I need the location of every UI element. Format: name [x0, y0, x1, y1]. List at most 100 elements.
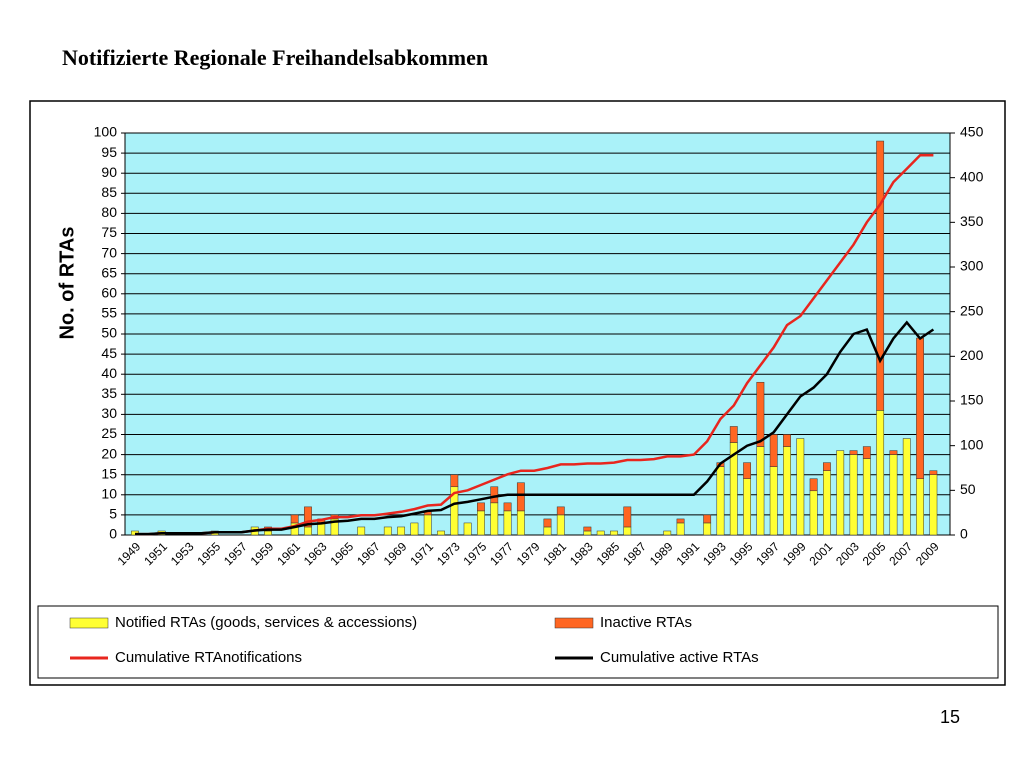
y2-tick-label: 250	[960, 302, 984, 318]
bar	[410, 522, 419, 536]
bar	[876, 140, 885, 411]
bar	[304, 506, 312, 528]
bar	[477, 502, 485, 512]
legend-label: Cumulative active RTAs	[600, 649, 759, 666]
y2-tick-label: 150	[960, 392, 984, 408]
bar	[663, 530, 672, 536]
y2-tick-label: 0	[960, 526, 968, 542]
bar	[769, 466, 778, 536]
bar	[703, 514, 712, 524]
bar	[503, 502, 512, 512]
bar	[902, 438, 911, 536]
bar	[490, 486, 499, 504]
bar	[809, 490, 818, 536]
bar	[556, 506, 565, 516]
bar	[543, 526, 552, 536]
slide-title: Notifizierte Regionale Freihandelsabkomm…	[62, 45, 488, 70]
bar	[463, 522, 472, 536]
y-tick-label: 55	[101, 305, 117, 321]
bar	[304, 526, 312, 536]
bar	[849, 450, 858, 455]
y-tick-label: 90	[101, 164, 117, 180]
bar	[583, 530, 592, 536]
bar	[596, 530, 605, 536]
bar	[383, 526, 392, 536]
y-tick-label: 35	[101, 385, 117, 401]
y-axis-label: No. of RTAs	[56, 227, 78, 340]
legend-label: Inactive RTAs	[600, 614, 692, 631]
y2-tick-label: 100	[960, 436, 984, 452]
bar	[623, 526, 632, 536]
bar	[783, 434, 791, 447]
bar	[676, 518, 685, 524]
legend-label: Cumulative RTAnotifications	[115, 649, 302, 666]
y-tick-label: 40	[101, 365, 117, 381]
bar	[809, 478, 818, 492]
bar	[862, 446, 871, 459]
bar	[623, 506, 632, 528]
legend-swatch	[554, 617, 594, 629]
bar	[823, 470, 831, 536]
y2-tick-label: 400	[960, 168, 984, 184]
bar	[769, 434, 778, 467]
bar	[450, 474, 459, 488]
y-tick-label: 65	[101, 264, 117, 280]
y-tick-label: 15	[101, 465, 117, 481]
y-tick-label: 45	[101, 345, 117, 361]
y-tick-label: 60	[101, 285, 117, 301]
bar	[290, 514, 299, 524]
bar	[610, 530, 618, 536]
legend-box	[37, 605, 999, 679]
bar	[889, 454, 898, 536]
bar	[357, 526, 366, 536]
bar	[516, 510, 525, 536]
bar	[264, 530, 272, 536]
bar	[862, 458, 871, 536]
bar	[729, 426, 738, 443]
y-tick-label: 80	[101, 204, 117, 220]
y-tick-label: 0	[109, 526, 117, 542]
legend-label: Notified RTAs (goods, services & accessi…	[115, 614, 417, 631]
bar	[889, 450, 898, 455]
bar	[783, 446, 791, 536]
y-tick-label: 75	[101, 224, 117, 240]
y-tick-label: 30	[101, 405, 117, 421]
legend-swatch	[69, 617, 109, 629]
y2-tick-label: 200	[960, 347, 984, 363]
y2-tick-label: 350	[960, 213, 984, 229]
y2-tick-label: 300	[960, 258, 984, 274]
bar	[743, 462, 751, 479]
y-tick-label: 25	[101, 425, 117, 441]
bar	[916, 478, 924, 536]
bar	[849, 454, 858, 536]
bar	[876, 410, 885, 536]
y-tick-label: 5	[109, 506, 117, 522]
bar	[423, 514, 432, 536]
bar	[916, 337, 924, 479]
bar	[703, 522, 712, 536]
y-tick-label: 85	[101, 184, 117, 200]
bar	[823, 462, 831, 471]
y-tick-label: 70	[101, 244, 117, 260]
y-tick-label: 50	[101, 325, 117, 341]
y-tick-label: 10	[101, 486, 117, 502]
y2-tick-label: 450	[960, 124, 984, 140]
bar	[516, 482, 525, 512]
y-tick-label: 95	[101, 144, 117, 160]
bar	[556, 514, 565, 536]
bar	[836, 450, 845, 536]
page-number: 15	[940, 707, 960, 727]
bar	[437, 530, 445, 536]
bar	[796, 438, 805, 536]
line	[135, 320, 935, 536]
bar	[490, 502, 499, 536]
bar	[756, 381, 765, 447]
y-tick-label: 100	[94, 124, 118, 140]
bar	[477, 510, 485, 536]
bar	[756, 446, 765, 536]
bar	[543, 518, 552, 528]
bar	[503, 510, 512, 536]
y-tick-label: 20	[101, 445, 117, 461]
bar	[743, 478, 751, 536]
